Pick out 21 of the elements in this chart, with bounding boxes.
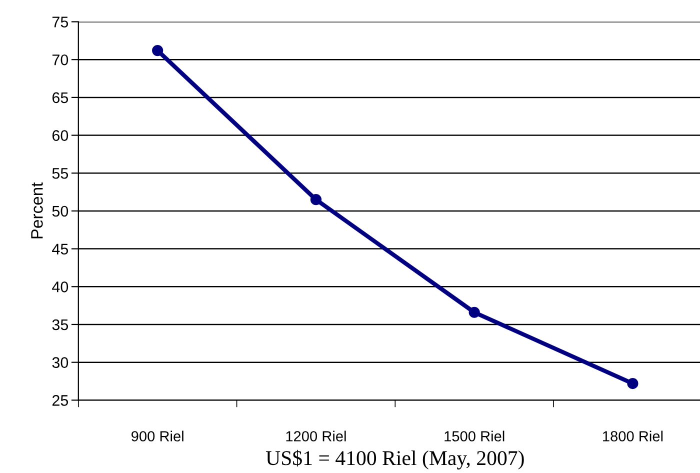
x-tick-label: 900 Riel xyxy=(132,430,184,442)
y-axis-title: Percent xyxy=(31,182,43,238)
y-tick-label: 65 xyxy=(52,92,68,104)
y-tick-label: 75 xyxy=(52,16,68,28)
x-axis-title: US$1 = 4100 Riel (May, 2007) xyxy=(266,450,524,470)
y-tick-label: 40 xyxy=(52,282,68,292)
point xyxy=(627,378,638,390)
y-tick-label: 50 xyxy=(52,206,68,217)
y-tick-label: 60 xyxy=(52,130,68,141)
y-tick-label: 25 xyxy=(52,395,68,406)
y-tick-label: 70 xyxy=(52,54,68,66)
x-tick-label: 1200 Riel xyxy=(286,430,346,442)
y-tick-label: 35 xyxy=(52,319,68,330)
point xyxy=(468,306,480,318)
y-tick-label: 55 xyxy=(52,168,68,179)
point xyxy=(310,194,322,206)
x-tick-label: 1500 Riel xyxy=(444,430,504,442)
x-tick-label: 1800 Riel xyxy=(603,430,663,442)
y-tick-label: 30 xyxy=(52,357,68,368)
y-tick-label: 45 xyxy=(52,244,68,254)
point xyxy=(152,44,164,56)
